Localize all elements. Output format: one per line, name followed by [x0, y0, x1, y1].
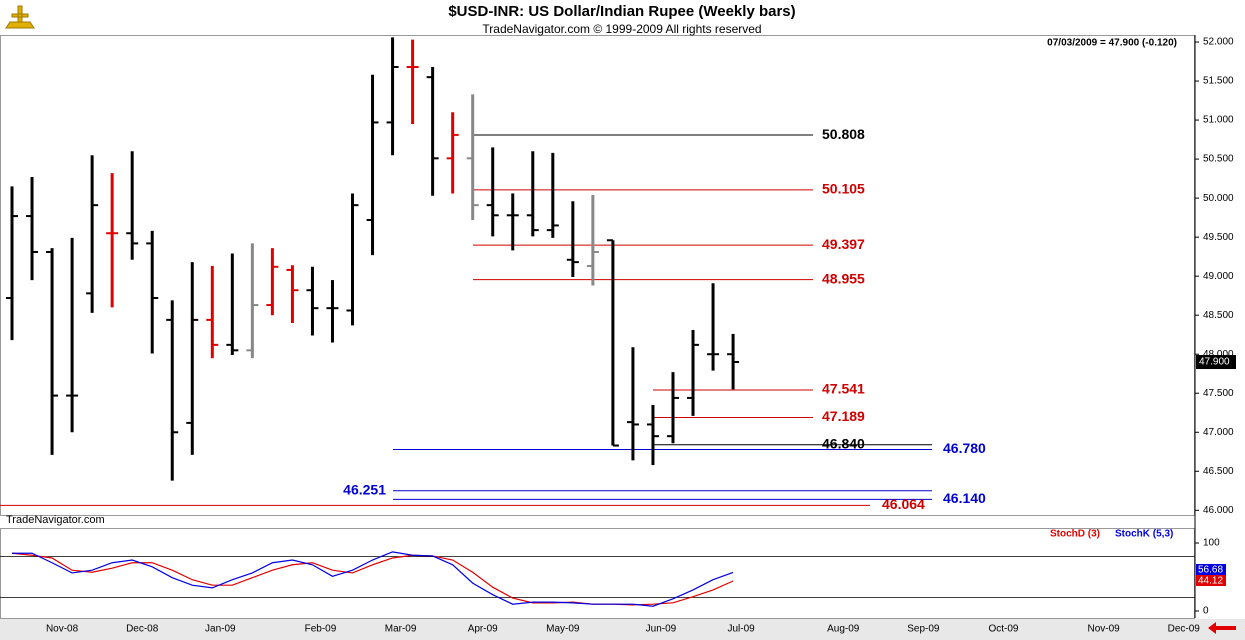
y-tick-label: 48.000	[1203, 349, 1234, 360]
y-tick-label: 46.000	[1203, 505, 1234, 516]
y-tick-label: 52.000	[1203, 37, 1234, 48]
y-tick-label: 49.500	[1203, 232, 1234, 243]
level-label: 46.064	[882, 496, 925, 512]
level-label: 47.541	[822, 381, 865, 397]
x-tick-label: Aug-09	[827, 624, 860, 635]
x-tick-label: Jun-09	[646, 624, 677, 635]
legend-entry: StochK (5,3)	[1115, 529, 1173, 540]
y-tick-label: 100	[1203, 538, 1220, 549]
level-label: 50.105	[822, 181, 865, 197]
scroll-arrow[interactable]	[1208, 622, 1236, 634]
y-tick-label: 50.500	[1203, 154, 1234, 165]
y-tick-label: 48.500	[1203, 310, 1234, 321]
y-tick-label: 51.500	[1203, 76, 1234, 87]
last-value-label: 56.68	[1198, 565, 1223, 576]
info-line: 07/03/2009 = 47.900 (-0.120)	[1047, 38, 1177, 49]
level-label: 46.780	[943, 440, 986, 456]
y-tick-label: 0	[1203, 606, 1209, 617]
last-price-box	[1196, 355, 1236, 370]
chart-subtitle: TradeNavigator.com © 1999-2009 All right…	[482, 22, 761, 36]
chart-title: $USD-INR: US Dollar/Indian Rupee (Weekly…	[448, 3, 795, 20]
level-label: 48.955	[822, 270, 865, 286]
y-tick-label: 49.000	[1203, 271, 1234, 282]
x-tick-label: Sep-09	[907, 624, 940, 635]
y-tick-label: 47.000	[1203, 427, 1234, 438]
watermark: TradeNavigator.com	[6, 514, 105, 526]
level-label: 46.840	[822, 435, 865, 451]
x-tick-label: Mar-09	[385, 624, 417, 635]
logo	[5, 5, 35, 29]
level-label: 50.808	[822, 126, 865, 142]
x-tick-label: Feb-09	[305, 624, 337, 635]
date-strip	[0, 619, 1245, 640]
y-tick-label: 50.000	[1203, 193, 1234, 204]
level-label: 47.189	[822, 408, 865, 424]
level-label: 46.140	[943, 490, 986, 506]
stoch-line	[12, 551, 734, 607]
level-label: 49.397	[822, 236, 865, 252]
last-value-box	[1196, 575, 1226, 586]
legend-entry: StochD (3)	[1050, 529, 1100, 540]
last-value-box	[1196, 564, 1226, 575]
x-tick-label: Jan-09	[205, 624, 236, 635]
x-tick-label: May-09	[546, 624, 580, 635]
last-value-label: 44.12	[1198, 576, 1223, 587]
level-label: 46.251	[343, 481, 386, 497]
y-tick-label: 51.000	[1203, 115, 1234, 126]
x-tick-label: Nov-09	[1088, 624, 1121, 635]
x-tick-label: Oct-09	[988, 624, 1018, 635]
x-tick-label: Dec-09	[1168, 624, 1201, 635]
x-tick-label: Nov-08	[46, 624, 79, 635]
x-tick-label: Dec-08	[126, 624, 159, 635]
last-price-label: 47.900	[1199, 357, 1230, 368]
x-tick-label: Apr-09	[468, 624, 498, 635]
y-tick-label: 46.500	[1203, 466, 1234, 477]
y-tick-label: 47.500	[1203, 388, 1234, 399]
x-tick-label: Jul-09	[727, 624, 755, 635]
